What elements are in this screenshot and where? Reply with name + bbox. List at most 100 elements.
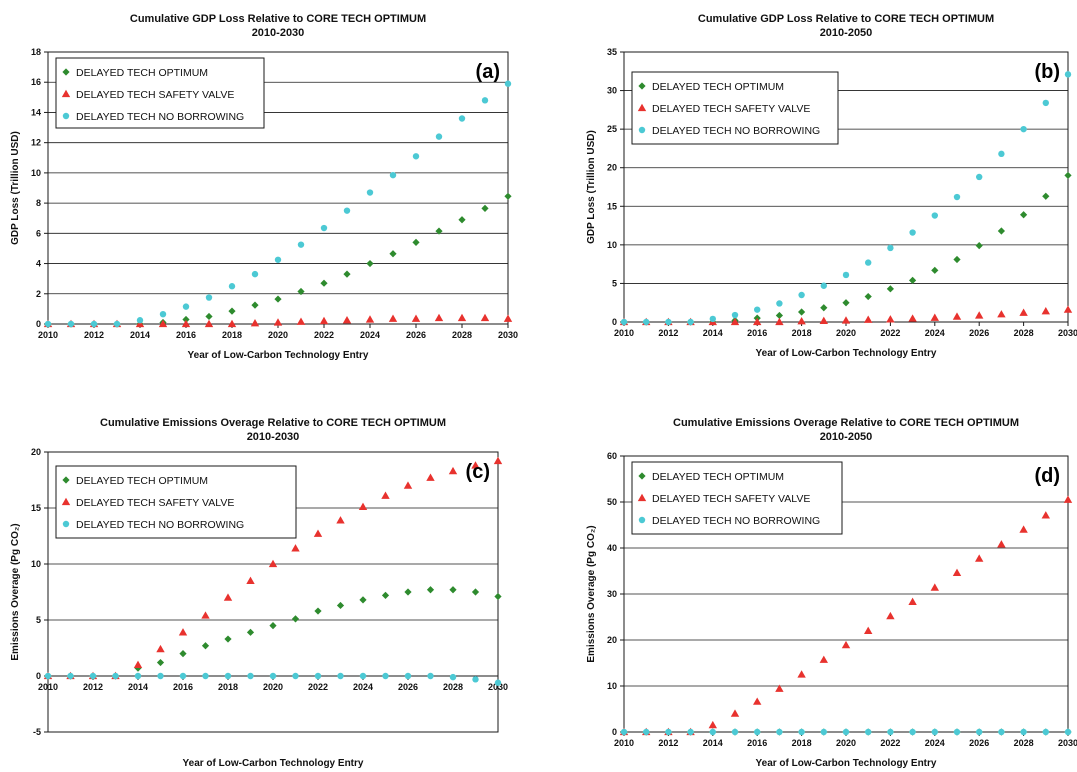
legend: DELAYED TECH OPTIMUM DELAYED TECH SAFETY … <box>55 57 265 129</box>
x-tick-label: 2012 <box>658 328 678 338</box>
x-tick-label: 2024 <box>360 330 380 340</box>
data-point <box>359 672 367 680</box>
x-tick-label: 2012 <box>83 682 103 692</box>
data-point <box>381 591 390 599</box>
data-point <box>975 554 984 562</box>
data-point <box>798 308 806 316</box>
x-tick-label: 2022 <box>308 682 328 692</box>
data-point <box>313 529 323 537</box>
data-point <box>842 728 850 736</box>
data-point <box>182 303 190 310</box>
y-tick-label: 30 <box>607 589 617 599</box>
data-point <box>731 728 739 736</box>
data-point <box>388 314 398 322</box>
data-point <box>1064 728 1072 736</box>
x-tick-label: 2024 <box>925 328 945 338</box>
data-point <box>909 229 916 236</box>
data-point <box>366 189 374 196</box>
data-point <box>842 271 850 279</box>
data-point <box>754 728 761 736</box>
data-point <box>1020 211 1028 219</box>
x-tick-label: 2020 <box>263 682 283 692</box>
y-tick-label: 10 <box>31 168 41 178</box>
x-tick-label: 2012 <box>658 738 678 748</box>
data-point <box>643 728 650 736</box>
data-point <box>998 728 1005 736</box>
data-point <box>709 728 716 736</box>
data-point <box>1042 728 1050 736</box>
data-point <box>292 672 299 680</box>
x-tick-label: 2010 <box>614 328 634 338</box>
data-point <box>182 315 190 324</box>
data-point <box>975 311 984 319</box>
data-point <box>775 311 783 320</box>
legend-marker <box>61 497 71 506</box>
data-point <box>930 583 939 591</box>
data-point <box>156 658 165 667</box>
data-point <box>366 259 374 268</box>
data-point <box>709 315 716 323</box>
x-tick-label: 2016 <box>747 328 767 338</box>
data-point <box>44 672 52 680</box>
data-point <box>273 318 283 326</box>
data-point <box>997 540 1006 548</box>
y-tick-label: 50 <box>607 497 617 507</box>
y-axis-label: Emissions Overage (Pg CO₂) <box>10 523 21 660</box>
data-point <box>753 697 762 705</box>
chart-panel-3: Cumulative Emissions Overage Relative to… <box>586 417 1077 769</box>
chart-panel-2: Cumulative Emissions Overage Relative to… <box>10 417 508 769</box>
data-point <box>135 319 145 328</box>
data-point <box>886 315 895 323</box>
data-point <box>133 660 143 668</box>
data-point <box>159 310 167 318</box>
data-point <box>389 250 397 258</box>
data-point <box>134 672 142 680</box>
y-axis-label: Emissions Overage (Pg CO₂) <box>586 525 597 662</box>
data-point <box>976 728 983 736</box>
data-point <box>819 316 828 324</box>
legend-entry: DELAYED TECH NO BORROWING <box>652 515 820 527</box>
x-tick-label: 2010 <box>614 738 634 748</box>
data-point <box>493 456 503 465</box>
legend-marker <box>637 103 647 112</box>
data-point <box>156 644 165 653</box>
data-point <box>481 204 489 212</box>
data-point <box>1042 192 1050 200</box>
legend-entry: DELAYED TECH SAFETY VALVE <box>652 103 810 115</box>
x-tick-label: 2026 <box>398 682 418 692</box>
y-tick-label: 10 <box>607 240 617 250</box>
data-point <box>359 596 367 604</box>
data-point <box>1041 511 1050 519</box>
data-point <box>887 244 894 252</box>
data-point <box>1042 99 1050 107</box>
x-tick-label: 2022 <box>880 328 900 338</box>
data-point <box>403 481 413 489</box>
y-tick-label: 60 <box>607 451 617 461</box>
data-point <box>953 255 961 264</box>
data-point <box>426 473 435 481</box>
x-axis-label: Year of Low-Carbon Technology Entry <box>188 350 369 361</box>
panel-label: (d) <box>1034 465 1060 487</box>
data-point <box>434 313 444 322</box>
data-point <box>865 728 872 736</box>
data-point <box>1019 308 1028 316</box>
data-point <box>975 242 983 250</box>
y-axis-label: GDP Loss (Trillion USD) <box>586 130 597 244</box>
y-tick-label: 4 <box>36 259 41 269</box>
legend-box <box>55 57 265 129</box>
x-tick-label: 2018 <box>222 330 242 340</box>
y-tick-label: 0 <box>36 319 41 329</box>
data-point <box>820 304 828 312</box>
data-point <box>687 728 694 736</box>
data-point <box>665 728 672 736</box>
data-point <box>319 316 329 325</box>
data-point <box>342 316 352 324</box>
data-point <box>776 300 783 307</box>
x-tick-label: 2016 <box>173 682 193 692</box>
y-tick-label: 10 <box>31 559 41 569</box>
x-tick-label: 2030 <box>1058 738 1077 748</box>
data-point <box>886 285 894 293</box>
data-point <box>251 301 259 309</box>
data-point <box>471 461 480 469</box>
data-point <box>909 276 917 284</box>
